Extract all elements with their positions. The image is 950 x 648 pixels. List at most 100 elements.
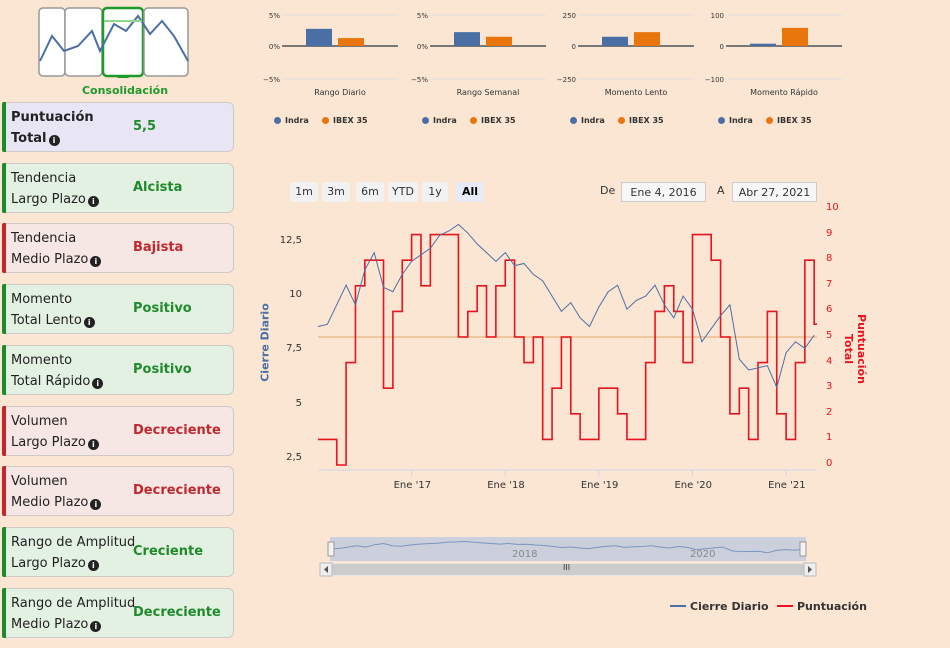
bar-indra[interactable] bbox=[750, 43, 776, 46]
y-tick-right: 3 bbox=[826, 381, 833, 393]
legend-ibex[interactable]: IBEX 35 bbox=[322, 116, 368, 125]
legend-dot-ibex bbox=[618, 117, 625, 124]
indicator-card[interactable]: Tendencia Largo Plazo i Alcista bbox=[2, 162, 234, 213]
range-button-1m[interactable]: 1m bbox=[290, 182, 318, 202]
card-label-line1: Tendencia bbox=[11, 231, 77, 247]
card-label-line2: Largo Plazo bbox=[11, 434, 86, 450]
mini-axis-tick: −5% bbox=[411, 76, 428, 84]
bar-indra[interactable] bbox=[602, 36, 628, 46]
x-tick-label: Ene '21 bbox=[768, 480, 806, 491]
mini-axis-tick: 5% bbox=[268, 12, 280, 20]
mini-chart: 250 0 −250 Momento Lento Indra IBEX 35 bbox=[557, 6, 706, 130]
info-icon[interactable]: i bbox=[87, 559, 99, 571]
card-label-line1: Momento bbox=[11, 352, 73, 368]
info-icon[interactable]: i bbox=[90, 620, 102, 632]
navigator-series bbox=[329, 541, 804, 554]
card-value: Alcista bbox=[133, 179, 183, 195]
range-button-1y[interactable]: 1y bbox=[422, 182, 448, 202]
from-date-input[interactable]: Ene 4, 2016 bbox=[621, 182, 706, 202]
mini-axis-tick: 0% bbox=[268, 43, 280, 51]
y-tick-right: 0 bbox=[826, 458, 833, 469]
bar-ibex[interactable] bbox=[634, 32, 660, 46]
legend-text: IBEX 35 bbox=[333, 116, 368, 125]
legend-text: IBEX 35 bbox=[629, 116, 664, 125]
info-icon[interactable]: i bbox=[92, 377, 104, 389]
mini-axis-tick: 0% bbox=[416, 43, 428, 51]
info-icon[interactable]: i bbox=[90, 499, 102, 511]
indicator-card[interactable]: Momento Total Lento i Positivo bbox=[2, 284, 234, 335]
card-label: Volumen Largo Plazo i bbox=[11, 411, 99, 453]
legend-text: IBEX 35 bbox=[777, 116, 812, 125]
legend-cierre[interactable]: Cierre Diario bbox=[670, 600, 769, 613]
navigator-mask[interactable] bbox=[330, 537, 806, 561]
legend-indra[interactable]: Indra bbox=[274, 116, 309, 125]
legend-ibex[interactable]: IBEX 35 bbox=[470, 116, 516, 125]
indicator-card[interactable]: Rango de Amplitud Medio Plazo i Decreciente bbox=[2, 587, 234, 638]
navigator-handle-left[interactable] bbox=[327, 541, 335, 557]
status-bar bbox=[2, 284, 6, 335]
legend-text: Indra bbox=[285, 116, 309, 125]
bar-ibex[interactable] bbox=[782, 27, 808, 46]
info-icon[interactable]: i bbox=[83, 317, 95, 329]
card-value: Decreciente bbox=[133, 483, 221, 499]
scrollbar-grip[interactable]: III bbox=[563, 563, 571, 572]
legend-puntuacion[interactable]: Puntuación bbox=[777, 600, 867, 613]
info-icon[interactable]: i bbox=[87, 438, 99, 450]
indicator-card[interactable]: Tendencia Medio Plazo i Bajista bbox=[2, 223, 234, 274]
legend-text: Indra bbox=[433, 116, 457, 125]
status-bar bbox=[2, 526, 6, 577]
indicator-card[interactable]: Momento Total Rápido i Positivo bbox=[2, 344, 234, 395]
y-tick-right: 7 bbox=[826, 278, 833, 290]
legend-indra[interactable]: Indra bbox=[718, 116, 753, 125]
range-button-3m[interactable]: 3m bbox=[322, 182, 350, 202]
mini-chart: 5% 0% −5% Rango Diario Indra IBEX 35 bbox=[263, 6, 410, 130]
card-label-line1: Volumen bbox=[11, 413, 68, 429]
card-label: Puntuación Total i bbox=[11, 107, 94, 149]
x-tick-label: Ene '17 bbox=[393, 480, 432, 491]
info-icon[interactable]: i bbox=[48, 135, 60, 146]
indicator-card[interactable]: Puntuación Total i 5,5 bbox=[2, 102, 234, 152]
puntuacion-series[interactable] bbox=[318, 233, 817, 466]
card-label-line2: Largo Plazo bbox=[11, 191, 86, 207]
legend-puntuacion-label: Puntuación bbox=[797, 600, 867, 613]
y-tick-left: 5 bbox=[295, 397, 302, 409]
mini-axis-tick: 250 bbox=[562, 12, 576, 20]
cierre-swatch bbox=[670, 605, 686, 607]
mini-axis-tick: −100 bbox=[704, 76, 724, 84]
legend-indra[interactable]: Indra bbox=[570, 116, 605, 125]
bar-indra[interactable] bbox=[306, 28, 332, 46]
indicator-card[interactable]: Volumen Medio Plazo i Decreciente bbox=[2, 466, 234, 517]
card-label-line2: Largo Plazo bbox=[11, 555, 86, 571]
y-tick-right: 6 bbox=[826, 304, 833, 316]
legend-ibex[interactable]: IBEX 35 bbox=[618, 116, 664, 125]
y-tick-right: 5 bbox=[826, 330, 833, 341]
card-label-line2: Total bbox=[11, 131, 47, 146]
bar-ibex[interactable] bbox=[338, 38, 364, 46]
bar-indra[interactable] bbox=[454, 32, 480, 46]
indicator-card[interactable]: Volumen Largo Plazo i Decreciente bbox=[2, 405, 234, 456]
cierre-series[interactable] bbox=[317, 223, 815, 389]
info-icon[interactable]: i bbox=[90, 256, 102, 268]
y-tick-right: 10 bbox=[826, 202, 839, 213]
info-icon[interactable]: i bbox=[87, 195, 99, 207]
bar-ibex[interactable] bbox=[486, 36, 512, 46]
mini-chart: 5% 0% −5% Rango Semanal Indra IBEX 35 bbox=[411, 6, 558, 130]
y-tick-right: 9 bbox=[826, 227, 833, 239]
scrollbar-thumb[interactable] bbox=[332, 564, 804, 575]
legend-ibex[interactable]: IBEX 35 bbox=[766, 116, 812, 125]
legend-indra[interactable]: Indra bbox=[422, 116, 457, 125]
indicator-card[interactable]: Rango de Amplitud Largo Plazo i Creciente bbox=[2, 526, 234, 577]
range-button-ytd[interactable]: YTD bbox=[388, 182, 418, 202]
legend-dot-indra bbox=[718, 117, 725, 124]
to-date-input[interactable]: Abr 27, 2021 bbox=[732, 182, 817, 202]
card-label: Rango de Amplitud Medio Plazo i bbox=[11, 593, 135, 635]
y-tick-left: 2,5 bbox=[286, 452, 302, 464]
range-button-all[interactable]: All bbox=[456, 182, 484, 202]
legend-dot-ibex bbox=[322, 117, 329, 124]
legend-text: IBEX 35 bbox=[481, 116, 516, 125]
range-button-6m[interactable]: 6m bbox=[356, 182, 384, 202]
legend-dot-ibex bbox=[470, 117, 477, 124]
y-axis-title-right: Puntuación Total bbox=[842, 314, 868, 384]
navigator-handle-right[interactable] bbox=[799, 541, 807, 557]
